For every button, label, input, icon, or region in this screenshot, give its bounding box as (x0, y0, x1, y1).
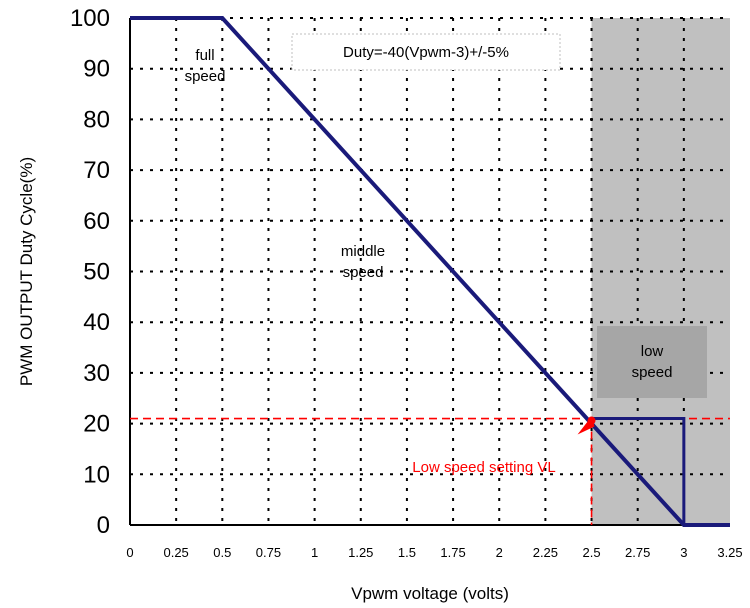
x-tick-label: 3.25 (717, 545, 742, 560)
x-tick-label: 3 (680, 545, 687, 560)
x-tick-label: 2.75 (625, 545, 650, 560)
y-tick-label: 20 (83, 411, 110, 438)
x-tick-label: 0.75 (256, 545, 281, 560)
x-tick-label: 1.25 (348, 545, 373, 560)
y-tick-labels: 0 10 20 30 40 50 60 70 80 90 100 (70, 5, 110, 539)
x-tick-label: 1.75 (440, 545, 465, 560)
x-tick-label: 1.5 (398, 545, 416, 560)
middle-speed-label: middle speed (341, 243, 385, 281)
full-speed-label: full speed (185, 47, 226, 85)
duty-formula-label: Duty=-40(Vpwm-3)+/-5% (343, 44, 509, 61)
y-tick-label: 100 (70, 5, 110, 32)
x-tick-label: 2.5 (582, 545, 600, 560)
y-tick-label: 60 (83, 208, 110, 235)
y-tick-label: 80 (83, 106, 110, 133)
low-speed-hold-line (591, 417, 686, 525)
x-tick-label: 1 (311, 545, 318, 560)
low-speed-setting-label: Low speed setting VL (412, 459, 555, 476)
x-axis-label: Vpwm voltage (volts) (351, 584, 509, 603)
x-tick-labels: 0 0.25 0.5 0.75 1 1.25 1.5 1.75 2 2.25 2.5 2.75 3 3.2… (126, 545, 742, 560)
y-tick-label: 0 (97, 512, 110, 539)
x-tick-label: 0.25 (163, 545, 188, 560)
annotations: full speed Duty=-40(Vpwm-3)+/-5% middle spee… (185, 44, 673, 476)
duty-formula-box (291, 33, 561, 71)
y-tick-label: 50 (83, 259, 110, 286)
x-tick-label: 0.5 (213, 545, 231, 560)
y-tick-label: 40 (83, 309, 110, 336)
y-tick-label: 30 (83, 360, 110, 387)
y-tick-label: 70 (83, 157, 110, 184)
x-tick-label: 0 (126, 545, 133, 560)
low-speed-label-box (597, 326, 707, 398)
x-tick-label: 2 (496, 545, 503, 560)
y-tick-label: 90 (83, 56, 110, 83)
x-tick-label: 2.25 (533, 545, 558, 560)
y-axis-label: PWM OUTPUT Duty Cycle(%) (17, 157, 36, 386)
vl-marker-dot (587, 416, 596, 425)
low-speed-label: low speed (632, 343, 673, 381)
vl-marker (577, 416, 596, 435)
y-tick-label: 10 (83, 461, 110, 488)
